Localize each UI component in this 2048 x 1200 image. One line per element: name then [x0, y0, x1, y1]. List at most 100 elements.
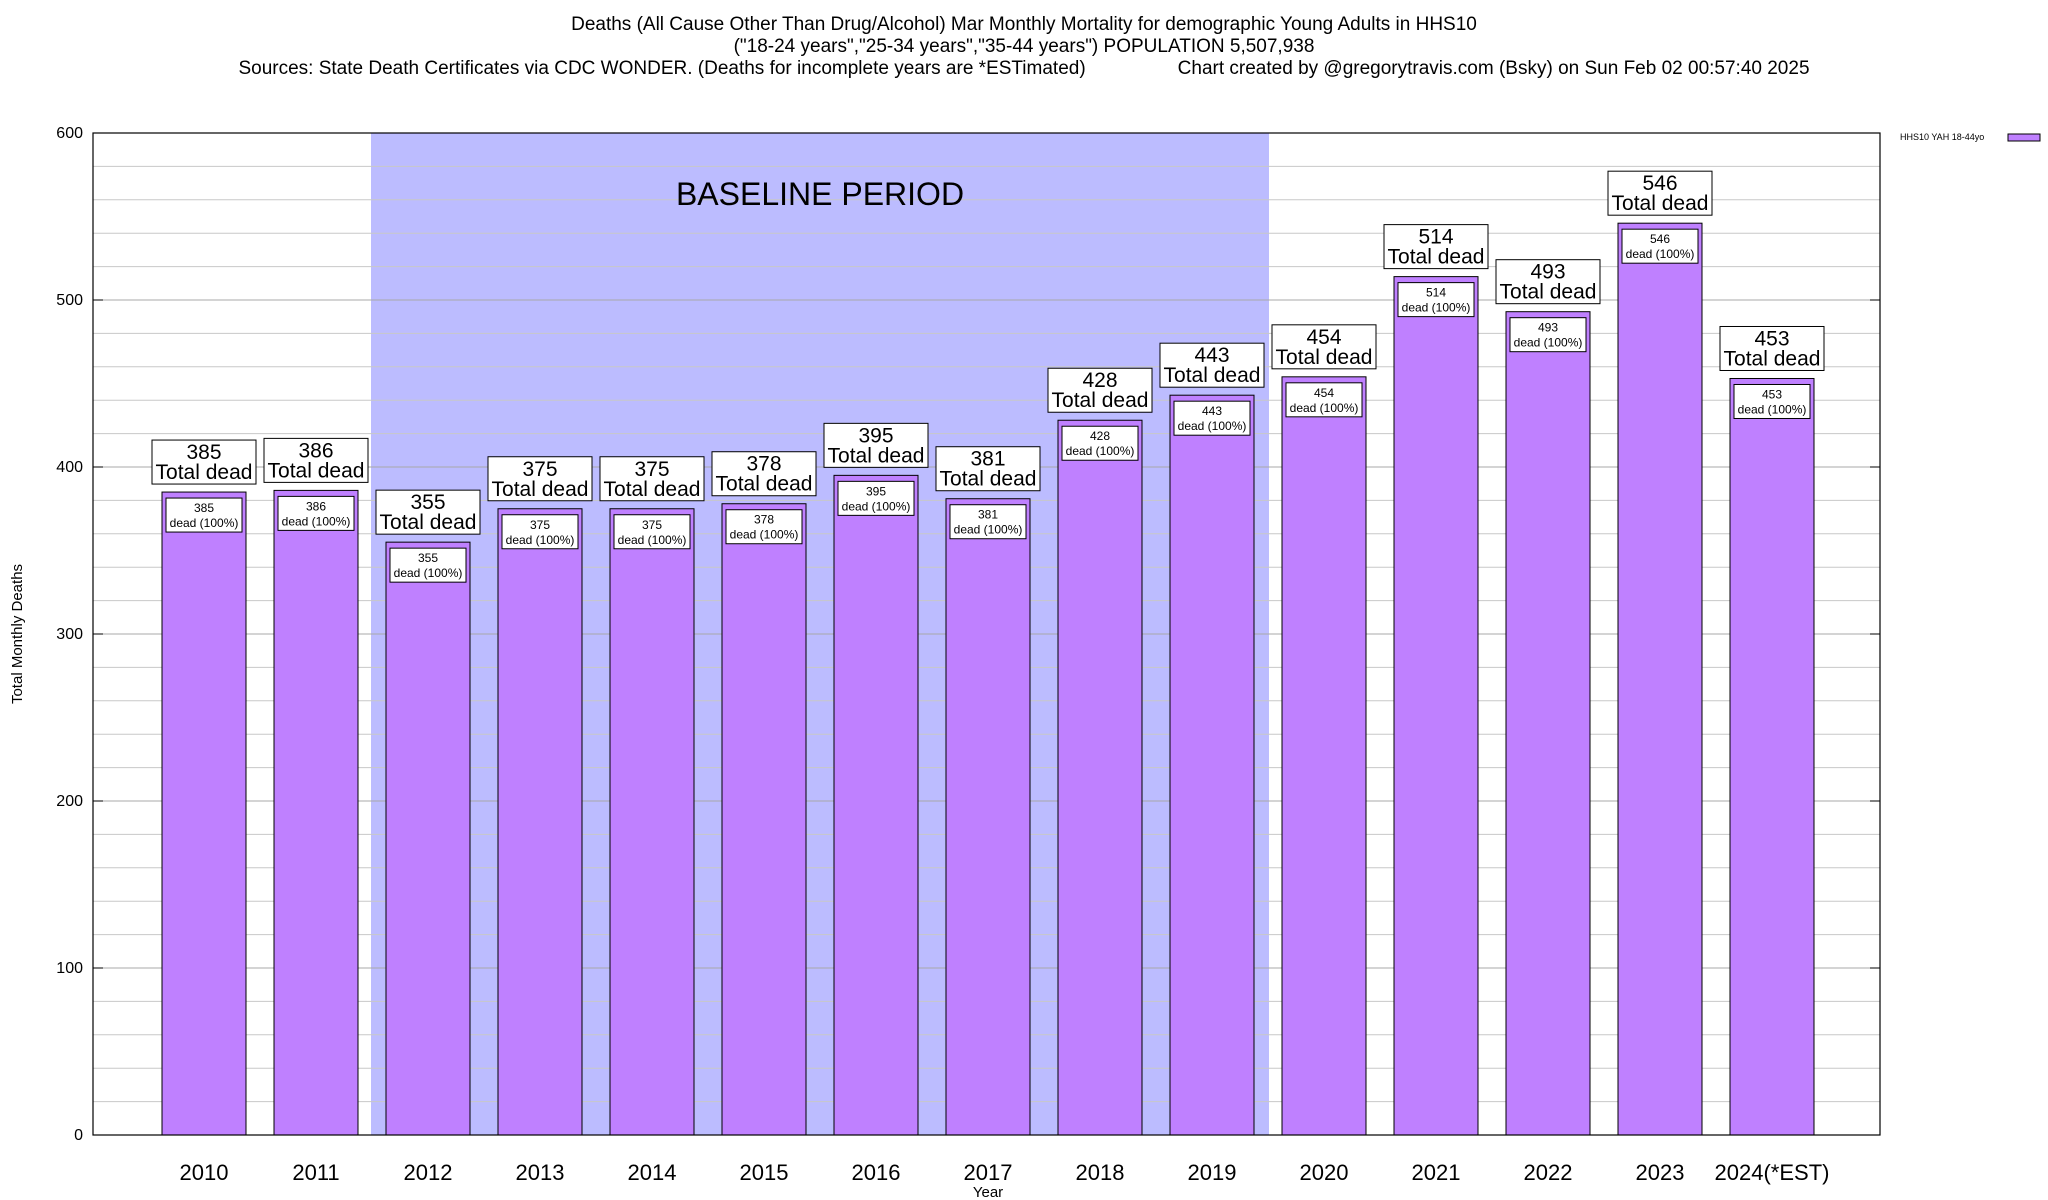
inner-percent-label: dead (100%) — [1402, 301, 1471, 315]
inner-value-label: 493 — [1538, 321, 1558, 335]
bar — [385, 541, 471, 1136]
top-total-label: Total dead — [492, 478, 589, 501]
top-value-label: 443 — [1194, 344, 1229, 367]
top-total-label: Total dead — [1276, 346, 1373, 369]
inner-percent-label: dead (100%) — [842, 499, 911, 513]
inner-value-label: 355 — [418, 551, 438, 565]
top-label-box — [1607, 170, 1713, 216]
x-tick-label: 2017 — [964, 1160, 1013, 1185]
inner-label-box — [1509, 317, 1587, 353]
inner-label-box — [613, 514, 691, 550]
legend-swatch — [2007, 133, 2041, 142]
top-label-box — [711, 451, 817, 497]
x-tick-label: 2023 — [1636, 1160, 1685, 1185]
inner-percent-label: dead (100%) — [1066, 444, 1135, 458]
top-label-box — [1719, 325, 1825, 371]
top-total-label: Total dead — [1164, 364, 1261, 387]
top-label-box — [599, 456, 705, 502]
top-total-label: Total dead — [1388, 246, 1485, 269]
top-total-label: Total dead — [380, 511, 477, 534]
inner-label-box — [389, 547, 467, 583]
top-label-box — [151, 439, 257, 485]
top-label-box — [1047, 367, 1153, 413]
x-tick-label: 2022 — [1524, 1160, 1573, 1185]
top-label-box — [263, 437, 369, 483]
inner-value-label: 375 — [642, 518, 662, 532]
inner-label-box — [1061, 425, 1139, 461]
top-total-label: Total dead — [156, 461, 253, 484]
inner-percent-label: dead (100%) — [730, 528, 799, 542]
x-tick-label: 2024(*EST) — [1715, 1160, 1830, 1185]
bar — [1057, 419, 1143, 1136]
chart-subtitle: ("18-24 years","25-34 years","35-44 year… — [733, 36, 1315, 57]
top-label-box — [1159, 342, 1265, 388]
bar — [273, 489, 359, 1136]
top-value-label: 355 — [410, 491, 445, 514]
x-axis-title: Year — [973, 1184, 1003, 1200]
inner-label-box — [725, 509, 803, 545]
inner-value-label: 395 — [866, 484, 886, 498]
y-tick-label: 300 — [56, 626, 83, 643]
legend-label: HHS10 YAH 18-44yo — [1900, 132, 1984, 142]
inner-value-label: 443 — [1202, 404, 1222, 418]
top-label-box — [1383, 224, 1489, 270]
inner-value-label: 381 — [978, 508, 998, 522]
inner-label-box — [1285, 382, 1363, 418]
inner-label-box — [1173, 400, 1251, 436]
inner-label-box — [501, 514, 579, 550]
top-value-label: 454 — [1306, 326, 1341, 349]
x-tick-label: 2010 — [180, 1160, 229, 1185]
top-total-label: Total dead — [268, 459, 365, 482]
chart-sources: Sources: State Death Certificates via CD… — [238, 58, 1086, 79]
inner-percent-label: dead (100%) — [1626, 247, 1695, 261]
x-tick-label: 2015 — [740, 1160, 789, 1185]
chart-credit: Chart created by @gregorytravis.com (Bsk… — [1177, 58, 1810, 79]
y-tick-label: 500 — [56, 292, 83, 309]
top-value-label: 428 — [1082, 369, 1117, 392]
chart-sources-line: Sources: State Death Certificates via CD… — [0, 58, 2048, 80]
top-label-box — [487, 456, 593, 502]
x-tick-label: 2018 — [1076, 1160, 1125, 1185]
y-tick-label: 0 — [74, 1127, 83, 1144]
inner-value-label: 378 — [754, 513, 774, 527]
top-value-label: 375 — [634, 458, 669, 481]
x-tick-label: 2021 — [1412, 1160, 1461, 1185]
chart-title: Deaths (All Cause Other Than Drug/Alcoho… — [571, 14, 1477, 35]
inner-value-label: 514 — [1426, 286, 1446, 300]
bar — [721, 503, 807, 1136]
bar — [497, 508, 583, 1136]
baseline-period-label: BASELINE PERIOD — [676, 176, 964, 212]
inner-value-label: 386 — [306, 499, 326, 513]
top-value-label: 385 — [186, 441, 221, 464]
x-tick-label: 2012 — [404, 1160, 453, 1185]
inner-percent-label: dead (100%) — [1290, 401, 1359, 415]
y-tick-label: 100 — [56, 960, 83, 977]
inner-percent-label: dead (100%) — [394, 566, 463, 580]
y-tick-label: 400 — [56, 459, 83, 476]
inner-value-label: 375 — [530, 518, 550, 532]
bar — [1169, 394, 1255, 1136]
top-label-box — [1495, 259, 1601, 305]
top-label-box — [823, 422, 929, 468]
y-tick-label: 600 — [56, 125, 83, 142]
bar — [1281, 376, 1367, 1136]
inner-percent-label: dead (100%) — [1514, 336, 1583, 350]
x-tick-label: 2011 — [292, 1160, 339, 1185]
bar — [1617, 222, 1703, 1136]
inner-value-label: 454 — [1314, 386, 1334, 400]
inner-value-label: 428 — [1090, 429, 1110, 443]
bar — [1393, 276, 1479, 1136]
top-value-label: 514 — [1418, 226, 1453, 249]
inner-label-box — [949, 504, 1027, 540]
top-total-label: Total dead — [940, 468, 1037, 491]
top-value-label: 453 — [1754, 327, 1789, 350]
bar — [945, 498, 1031, 1136]
inner-label-box — [1397, 282, 1475, 318]
top-value-label: 493 — [1530, 261, 1565, 284]
top-value-label: 546 — [1642, 172, 1677, 195]
inner-label-box — [1733, 383, 1811, 419]
y-tick-label: 200 — [56, 793, 83, 810]
top-total-label: Total dead — [1612, 192, 1709, 215]
top-total-label: Total dead — [716, 473, 813, 496]
